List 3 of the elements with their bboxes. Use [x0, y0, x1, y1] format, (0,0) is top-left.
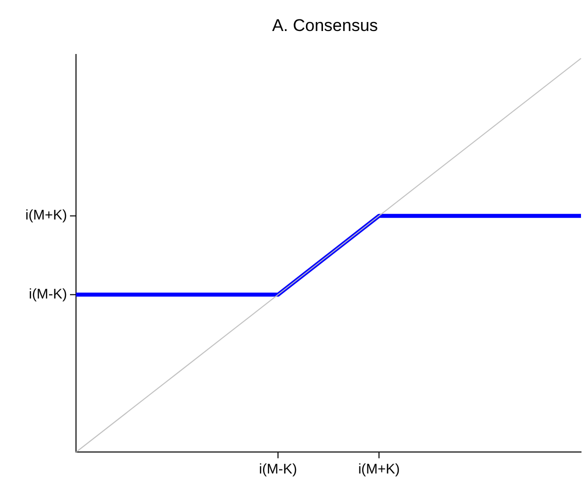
chart-title: A. Consensus [272, 16, 378, 35]
text: i(M+K) [25, 206, 67, 223]
text: i(M-K) [28, 286, 67, 302]
